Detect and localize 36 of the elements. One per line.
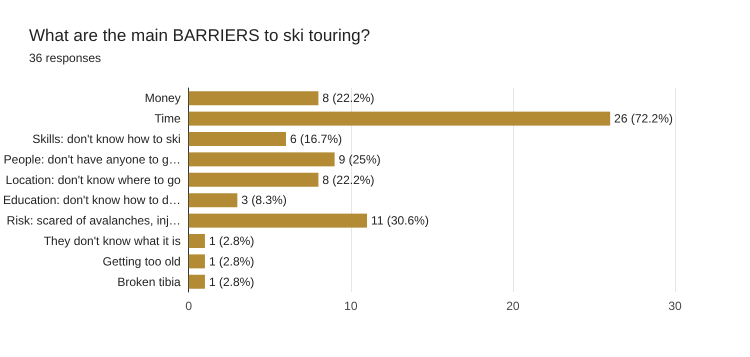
y-tick-label: People: don't have anyone to g… bbox=[4, 152, 181, 166]
data-label: 1 (2.8%) bbox=[208, 234, 254, 248]
data-label: 11 (30.6%) bbox=[371, 214, 429, 228]
y-tick-label: Risk: scared of avalanches, inj… bbox=[6, 214, 181, 228]
data-label: 9 (25%) bbox=[338, 152, 381, 166]
data-label: 8 (22.2%) bbox=[322, 172, 374, 187]
bar bbox=[188, 254, 205, 268]
y-tick-label: Money bbox=[144, 91, 181, 106]
bar bbox=[188, 152, 335, 166]
x-tick-label: 20 bbox=[506, 299, 520, 313]
bar bbox=[188, 214, 368, 228]
bar bbox=[188, 234, 205, 248]
y-tick-label: Getting too old bbox=[102, 254, 181, 268]
data-label: 26 (72.2%) bbox=[614, 112, 673, 126]
y-tick-label: Skills: don't know how to ski bbox=[32, 132, 181, 146]
y-tick-label: They don't know what it is bbox=[44, 234, 181, 248]
data-label: 6 (16.7%) bbox=[290, 132, 342, 146]
data-label: 1 (2.8%) bbox=[208, 254, 254, 268]
x-tick-label: 30 bbox=[668, 299, 682, 313]
y-tick-label: Education: don't know how to d… bbox=[3, 193, 181, 208]
y-tick-label: Time bbox=[154, 112, 182, 126]
x-tick-label: 10 bbox=[344, 299, 358, 313]
bar bbox=[188, 193, 238, 208]
bar bbox=[188, 132, 286, 146]
chart-title: What are the main BARRIERS to ski touring? bbox=[29, 26, 370, 45]
data-label: 3 (8.3%) bbox=[241, 193, 287, 208]
y-tick-label: Location: don't know where to go bbox=[6, 172, 182, 187]
bar bbox=[188, 274, 205, 289]
bar bbox=[188, 172, 318, 187]
data-label: 8 (22.2%) bbox=[322, 91, 374, 106]
text: 36 responses bbox=[29, 51, 102, 65]
bar bbox=[188, 91, 318, 106]
data-label: 1 (2.8%) bbox=[208, 274, 254, 289]
x-tick-label: 0 bbox=[185, 299, 192, 313]
bar bbox=[188, 112, 610, 126]
y-tick-label: Broken tibia bbox=[117, 274, 182, 289]
